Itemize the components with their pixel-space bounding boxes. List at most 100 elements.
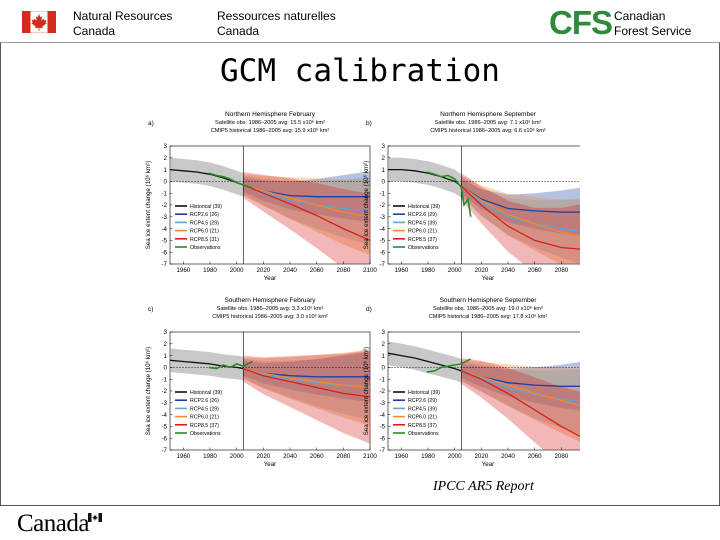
x-tick-label: 2080	[336, 267, 350, 274]
legend-label: RCP2.6 (26)	[190, 212, 219, 218]
chart-panel-4: d) Southern Hemisphere SeptemberSatellite…	[363, 297, 580, 468]
series-line-rcp85	[243, 367, 370, 398]
envelope-historical	[388, 341, 462, 383]
y-tick-label: 1	[164, 353, 168, 360]
panel-letter: b)	[366, 120, 372, 127]
y-axis-label: Sea ice extent change (10⁶ km²)	[145, 347, 152, 436]
dept-fr-line2: Canada	[217, 24, 260, 38]
series-line-rcp60	[243, 367, 370, 389]
series-line-historical	[388, 352, 462, 372]
y-tick-label: -1	[379, 376, 385, 383]
legend-label: RCP8.5 (37)	[190, 423, 219, 429]
department-name-english: Natural Resources Canada	[73, 9, 172, 39]
x-axis-label: Year	[482, 461, 495, 468]
legend-label: Historical (39)	[190, 204, 222, 210]
x-axis-label: Year	[264, 275, 277, 282]
chart-subtitle: Satellite obs. 1986–2005 avg: 19.0 x10⁶ …	[433, 305, 543, 312]
y-tick-label: -1	[161, 190, 167, 197]
x-tick-label: 1980	[203, 453, 217, 460]
chart-title: Southern Hemisphere February	[224, 297, 316, 304]
chart-title: Southern Hemisphere September	[440, 297, 538, 304]
chart-legend: Historical (39) RCP2.6 (26) RCP4.5 (29) RCP…	[175, 390, 222, 437]
x-axis-label: Year	[482, 275, 495, 282]
chart-legend: Historical (39) RCP2.6 (29) RCP4.5 (39) RCP…	[393, 204, 440, 251]
legend-label: RCP6.0 (21)	[408, 415, 437, 421]
y-tick-label: -7	[161, 261, 167, 268]
chart-subtitle: CMIP5 historical 1986–2005 avg: 15.9 x10…	[211, 127, 330, 134]
cfs-name: Canadian Forest Service	[614, 9, 691, 39]
x-tick-label: 2080	[336, 453, 350, 460]
legend-label: Historical (39)	[408, 204, 440, 210]
series-line-rcp45	[461, 370, 580, 403]
y-tick-label: 2	[164, 155, 168, 162]
y-tick-label: 2	[382, 155, 386, 162]
y-tick-label: -3	[379, 400, 385, 407]
legend-label: RCP4.5 (39)	[408, 220, 437, 226]
y-tick-label: -7	[379, 261, 385, 268]
x-tick-label: 1960	[176, 267, 190, 274]
y-tick-label: 3	[382, 143, 386, 150]
y-tick-label: -6	[161, 249, 167, 256]
y-tick-label: 3	[164, 329, 168, 336]
y-axis-label: Sea ice extent change (10⁶ km²)	[145, 161, 152, 250]
legend-label: RCP8.5 (37)	[408, 423, 437, 429]
envelope-historical	[170, 157, 244, 197]
legend-label: RCP8.5 (31)	[190, 237, 219, 243]
chart-panel-1: a) Northern Hemisphere FebruarySatellite …	[145, 111, 377, 282]
envelope-rcp45	[243, 352, 370, 421]
legend-label: RCP4.5 (39)	[408, 406, 437, 412]
legend-label: RCP2.6 (29)	[408, 212, 437, 218]
y-tick-label: 0	[382, 365, 386, 372]
y-tick-label: 1	[382, 353, 386, 360]
y-tick-label: -7	[379, 447, 385, 454]
department-name-french: Ressources naturelles Canada	[217, 9, 336, 39]
x-tick-label: 2020	[256, 267, 270, 274]
x-tick-label: 2040	[283, 453, 297, 460]
legend-label: RCP8.5 (37)	[408, 237, 437, 243]
x-tick-label: 2040	[283, 267, 297, 274]
legend-label: Observations	[408, 245, 439, 251]
envelope-rcp26	[461, 179, 580, 237]
series-line-rcp45	[460, 185, 580, 232]
y-tick-label: 1	[382, 167, 386, 174]
y-tick-label: -5	[161, 424, 167, 431]
x-tick-label: 2000	[448, 453, 462, 460]
y-tick-label: 0	[164, 179, 168, 186]
x-tick-label: 2060	[310, 453, 324, 460]
wordmark-flag-icon	[88, 513, 102, 522]
y-tick-label: -2	[379, 202, 385, 209]
dept-en-line2: Canada	[73, 24, 116, 38]
x-tick-label: 2060	[528, 453, 542, 460]
legend-label: RCP4.5 (29)	[190, 220, 219, 226]
x-tick-label: 2000	[448, 267, 462, 274]
series-line-rcp26	[460, 185, 580, 213]
cfs-line2: Forest Service	[614, 24, 692, 38]
y-tick-label: -1	[161, 376, 167, 383]
y-tick-label: 3	[382, 329, 386, 336]
canada-flag-icon	[22, 11, 56, 33]
y-tick-label: -3	[161, 400, 167, 407]
chart-panel-2: b) Northern Hemisphere SeptemberSatellite…	[363, 111, 580, 282]
legend-label: Observations	[190, 245, 221, 251]
x-tick-label: 2100	[363, 267, 377, 274]
chart-title: Northern Hemisphere February	[225, 111, 316, 118]
x-tick-label: 2100	[363, 453, 377, 460]
series-line-observations	[208, 172, 254, 190]
panel-letter: a)	[148, 120, 154, 127]
chart-subtitle: CMIP5 historical 1986–2005 avg: 6.6 x10⁶…	[430, 127, 546, 134]
x-tick-label: 1980	[421, 453, 435, 460]
series-line-rcp45	[243, 184, 370, 212]
legend-label: RCP6.0 (21)	[190, 415, 219, 421]
dept-fr-line1: Ressources naturelles	[217, 9, 336, 23]
x-axis-label: Year	[264, 461, 277, 468]
y-tick-label: -6	[379, 249, 385, 256]
y-tick-label: -4	[379, 226, 385, 233]
y-tick-label: -5	[379, 424, 385, 431]
x-tick-label: 2000	[230, 453, 244, 460]
legend-label: Historical (39)	[408, 390, 440, 396]
series-line-observations	[426, 358, 472, 373]
y-tick-label: -7	[161, 447, 167, 454]
y-tick-label: -3	[379, 214, 385, 221]
legend-label: RCP6.0 (21)	[190, 229, 219, 235]
x-tick-label: 1960	[394, 267, 408, 274]
